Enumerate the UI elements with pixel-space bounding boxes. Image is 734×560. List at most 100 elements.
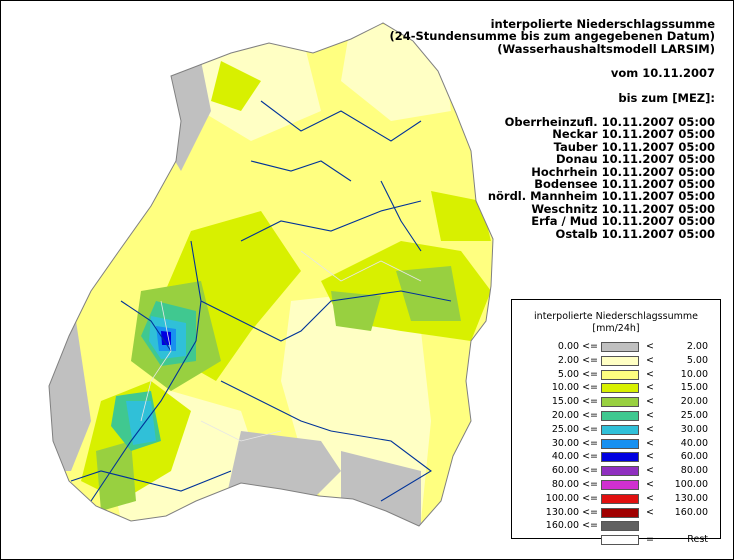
legend-class-row: 80.00 <= <100.00 xyxy=(512,478,720,491)
legend-low-value: 10.00 <= xyxy=(551,382,598,394)
legend-high-value: 30.00 xyxy=(680,423,708,435)
region-time: 10.11.2007 05:00 xyxy=(601,152,715,167)
title-line: (Wasserhaushaltsmodell LARSIM) xyxy=(497,41,715,56)
region-name: Tauber xyxy=(553,139,598,154)
region-name: Ostalb xyxy=(555,226,598,241)
legend-low-value: 0.00 <= xyxy=(557,341,598,352)
region-time: 10.11.2007 05:00 xyxy=(601,164,715,179)
legend-lt-symbol: < xyxy=(646,382,654,394)
legend-lt-symbol: < xyxy=(646,354,654,366)
legend-rest-label: Rest xyxy=(687,534,708,546)
legend-class-row: 30.00 <= <40.00 xyxy=(512,437,720,450)
legend-swatch xyxy=(601,342,639,352)
legend-class-row: 130.00 <= <160.00 xyxy=(512,506,720,519)
legend-swatch xyxy=(601,355,639,366)
legend-low-value: 80.00 <= xyxy=(551,479,598,490)
legend-swatch xyxy=(601,493,639,504)
legend-class-row: 100.00 <= <130.00 xyxy=(512,492,720,505)
region-time-row: nördl. Mannheim 10.11.2007 05:00 xyxy=(389,190,715,202)
region-name: Hochrhein xyxy=(531,164,598,179)
region-time-row: Donau 10.11.2007 05:00 xyxy=(389,153,715,165)
legend-title: interpolierte Niederschlagssumme [mm/24h… xyxy=(512,311,720,335)
legend-lt-symbol: < xyxy=(646,410,654,421)
legend-low-value: 30.00 <= xyxy=(551,437,598,449)
legend-lt-symbol: < xyxy=(646,492,654,504)
legend-class-row: 0.00 <= <2.00 xyxy=(512,340,720,353)
legend-high-value: 80.00 xyxy=(680,465,708,477)
legend-high-value: 160.00 xyxy=(674,506,708,518)
legend-class-row: 25.00 <= <30.00 xyxy=(512,423,720,436)
region-time: 10.11.2007 05:00 xyxy=(601,226,715,241)
region-time-row: Hochrhein 10.11.2007 05:00 xyxy=(389,164,715,179)
until-line: bis zum [MEZ]: xyxy=(618,90,715,105)
region-time: 10.11.2007 05:00 xyxy=(601,115,715,130)
legend-high-value: 10.00 xyxy=(680,368,708,380)
date-line: vom 10.11.2007 xyxy=(610,66,715,81)
region-time: 10.11.2007 05:00 xyxy=(601,177,715,192)
legend: interpolierte Niederschlagssumme [mm/24h… xyxy=(511,299,721,546)
legend-swatch xyxy=(601,411,639,421)
legend-swatch xyxy=(601,438,639,449)
legend-low-value: 130.00 <= xyxy=(545,506,598,518)
legend-swatch xyxy=(601,521,639,532)
region-time-row: Bodensee 10.11.2007 05:00 xyxy=(389,178,715,190)
title-line: (24-Stundensumme bis zum angegebenen Dat… xyxy=(389,29,715,44)
legend-class-row: 20.00 <= <25.00 xyxy=(512,409,720,422)
region-time-row: Oberrheinzufl. 10.11.2007 05:00 xyxy=(389,116,715,128)
legend-low-value: 15.00 <= xyxy=(551,396,598,408)
legend-swatch xyxy=(601,397,639,408)
legend-swatch xyxy=(601,369,639,380)
region-time: 10.11.2007 05:00 xyxy=(601,201,715,216)
region-time: 10.11.2007 05:00 xyxy=(601,139,715,154)
legend-swatch xyxy=(601,466,639,477)
legend-class-row: 60.00 <= <80.00 xyxy=(512,464,720,477)
legend-lt-symbol: < xyxy=(646,451,654,463)
region-time-row: Ostalb 10.11.2007 05:00 xyxy=(389,226,715,241)
legend-low-value: 100.00 <= xyxy=(545,492,598,504)
legend-title-text: interpolierte Niederschlagssumme xyxy=(534,311,698,322)
legend-swatch xyxy=(601,507,639,518)
legend-swatch xyxy=(601,424,639,435)
legend-lt-symbol: < xyxy=(646,368,654,380)
legend-high-value: 100.00 xyxy=(674,479,708,490)
region-time-row: Weschnitz 10.11.2007 05:00 xyxy=(389,203,715,215)
legend-lt-symbol: < xyxy=(646,465,654,477)
legend-lt-symbol: < xyxy=(646,341,654,352)
region-name: nördl. Mannheim xyxy=(487,189,598,204)
legend-swatch xyxy=(601,383,639,394)
region-time-list: Oberrheinzufl. 10.11.2007 05:00 Neckar 10… xyxy=(389,116,715,240)
legend-class-row: 160.00 <= xyxy=(512,519,720,532)
legend-class-row: 5.00 <= <10.00 xyxy=(512,368,720,381)
legend-low-value: 25.00 <= xyxy=(551,423,598,435)
legend-low-value: 5.00 <= xyxy=(557,368,598,380)
region-time-row: Erfa / Mud 10.11.2007 05:00 xyxy=(389,215,715,227)
region-name: Donau xyxy=(556,152,598,167)
legend-low-value: 160.00 <= xyxy=(545,520,598,532)
catchment-boundaries xyxy=(140,250,422,442)
region-time: 10.11.2007 05:00 xyxy=(601,189,715,204)
legend-rest-row: = Rest xyxy=(512,533,720,546)
legend-class-row: 40.00 <= <60.00 xyxy=(512,450,720,463)
region-name: Oberrheinzufl. xyxy=(504,115,598,130)
legend-lt-symbol: < xyxy=(646,479,654,490)
legend-high-value: 5.00 xyxy=(686,354,708,366)
river-network xyxy=(70,100,452,502)
legend-low-value: 60.00 <= xyxy=(551,465,598,477)
region-time: 10.11.2007 05:00 xyxy=(601,127,715,142)
region-name: Bodensee xyxy=(534,177,598,192)
legend-high-value: 60.00 xyxy=(680,451,708,463)
legend-high-value: 40.00 xyxy=(680,437,708,449)
legend-low-value: 2.00 <= xyxy=(557,354,598,366)
legend-class-row: 15.00 <= <20.00 xyxy=(512,395,720,408)
legend-class-row: 2.00 <= <5.00 xyxy=(512,354,720,367)
legend-eq-symbol: = xyxy=(646,534,654,546)
state-border xyxy=(48,22,494,527)
region-name: Weschnitz xyxy=(531,201,598,216)
region-name: Erfa / Mud xyxy=(531,214,598,229)
legend-lt-symbol: < xyxy=(646,396,654,408)
legend-high-value: 130.00 xyxy=(674,492,708,504)
legend-unit: [mm/24h] xyxy=(592,323,640,334)
